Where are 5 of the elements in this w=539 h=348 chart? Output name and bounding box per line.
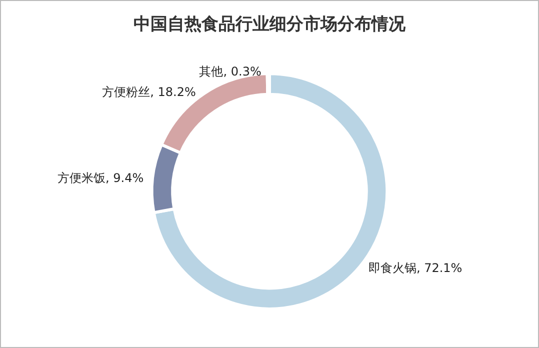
slice-label: 方便粉丝, 18.2% xyxy=(102,84,196,99)
slice-label: 即食火锅, 72.1% xyxy=(368,260,462,275)
chart-title: 中国自热食品行业细分市场分布情况 xyxy=(134,14,406,34)
slice-label: 其他, 0.3% xyxy=(199,64,262,79)
slice-label: 方便米饭, 9.4% xyxy=(58,170,144,185)
